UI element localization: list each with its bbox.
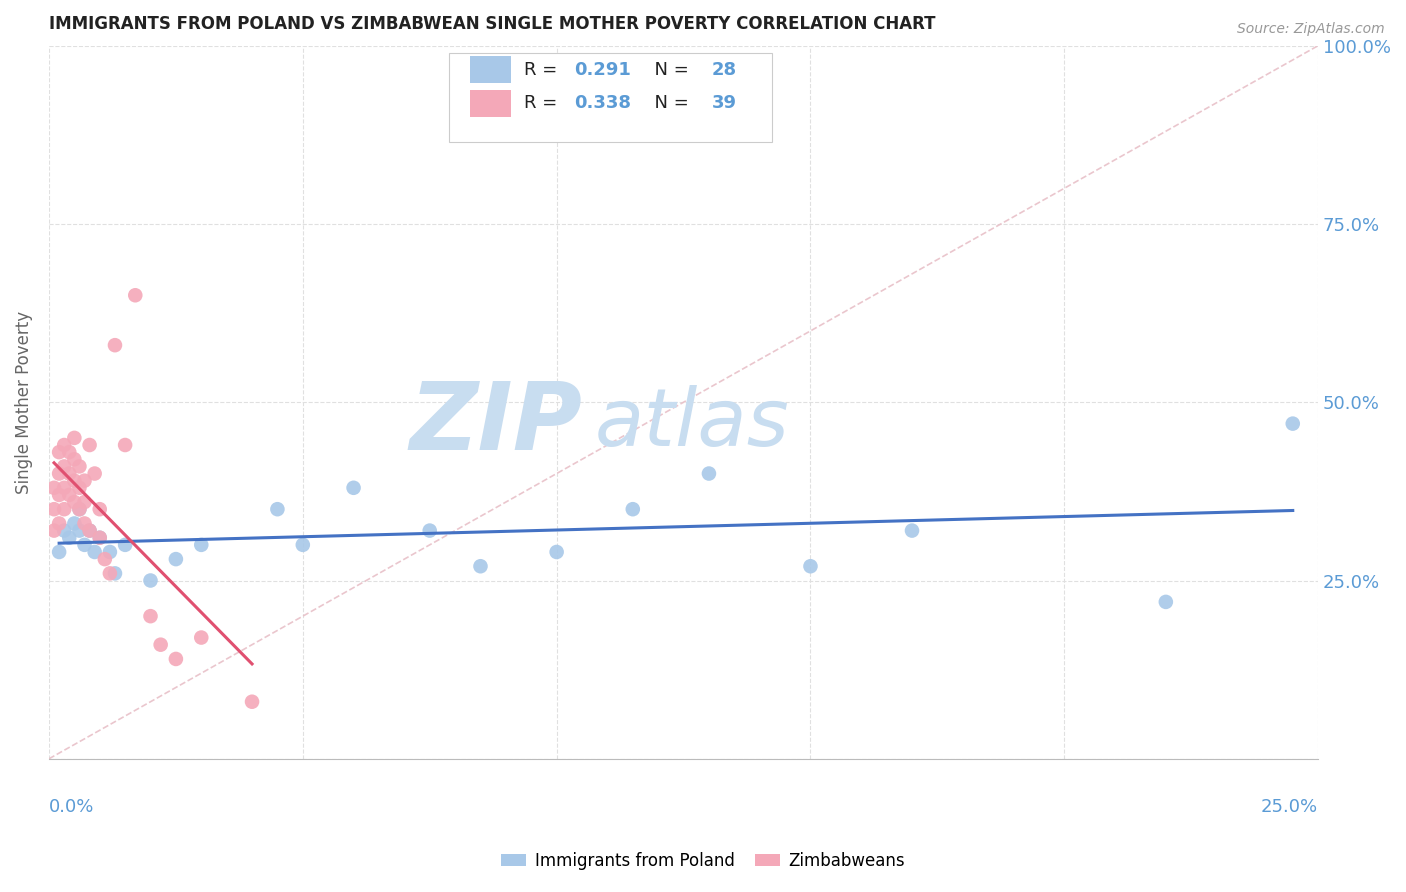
Point [266, 502, 288, 516]
Point [104, 338, 127, 352]
Point [89, 502, 111, 516]
Point [83, 545, 105, 559]
Text: N =: N = [643, 95, 695, 112]
Y-axis label: Single Mother Poverty: Single Mother Poverty [15, 310, 32, 494]
Text: IMMIGRANTS FROM POLAND VS ZIMBABWEAN SINGLE MOTHER POVERTY CORRELATION CHART: IMMIGRANTS FROM POLAND VS ZIMBABWEAN SIN… [49, 15, 935, 33]
Point [63, 431, 86, 445]
Point [73, 495, 96, 509]
Point [48, 445, 70, 459]
Point [89, 531, 111, 545]
Point [53, 524, 76, 538]
Point [73, 474, 96, 488]
Point [58, 467, 80, 481]
Text: 28: 28 [711, 61, 737, 78]
Point [546, 545, 568, 559]
Point [190, 631, 212, 645]
Point [799, 559, 821, 574]
Point [1281, 417, 1303, 431]
Point [139, 609, 162, 624]
Point [67, 481, 90, 495]
Point [42, 502, 65, 516]
Text: 0.0%: 0.0% [49, 798, 94, 816]
Text: 0.291: 0.291 [575, 61, 631, 78]
Point [53, 459, 76, 474]
Point [419, 524, 441, 538]
Point [67, 524, 90, 538]
FancyBboxPatch shape [471, 56, 510, 84]
Point [901, 524, 924, 538]
Point [63, 495, 86, 509]
Point [53, 438, 76, 452]
Point [165, 552, 187, 566]
Point [94, 552, 117, 566]
Point [73, 516, 96, 531]
Point [48, 467, 70, 481]
Point [48, 516, 70, 531]
Point [697, 467, 720, 481]
Point [73, 538, 96, 552]
Point [58, 445, 80, 459]
Point [104, 566, 127, 581]
Point [67, 502, 90, 516]
Point [67, 459, 90, 474]
Text: 39: 39 [711, 95, 737, 112]
Text: 25.0%: 25.0% [1261, 798, 1319, 816]
Point [48, 545, 70, 559]
Text: Source: ZipAtlas.com: Source: ZipAtlas.com [1237, 22, 1385, 37]
Point [124, 288, 146, 302]
Point [114, 538, 136, 552]
Point [470, 559, 492, 574]
Point [63, 474, 86, 488]
Point [58, 488, 80, 502]
Point [98, 566, 121, 581]
Point [53, 502, 76, 516]
Point [42, 481, 65, 495]
Text: R =: R = [523, 95, 562, 112]
Point [79, 438, 101, 452]
Text: atlas: atlas [595, 384, 789, 463]
Point [342, 481, 364, 495]
Point [63, 452, 86, 467]
Point [79, 524, 101, 538]
Point [114, 438, 136, 452]
Point [89, 531, 111, 545]
Point [1154, 595, 1177, 609]
Point [149, 638, 172, 652]
Point [58, 531, 80, 545]
FancyBboxPatch shape [449, 53, 772, 142]
Point [42, 524, 65, 538]
Point [165, 652, 187, 666]
Point [240, 695, 263, 709]
Point [291, 538, 314, 552]
Point [139, 574, 162, 588]
Legend: Immigrants from Poland, Zimbabweans: Immigrants from Poland, Zimbabweans [495, 846, 911, 877]
Point [53, 481, 76, 495]
Point [67, 502, 90, 516]
FancyBboxPatch shape [471, 90, 510, 117]
Point [98, 545, 121, 559]
Text: ZIP: ZIP [409, 377, 582, 469]
Point [79, 524, 101, 538]
Text: N =: N = [643, 61, 695, 78]
Text: 0.338: 0.338 [575, 95, 631, 112]
Point [83, 467, 105, 481]
Point [190, 538, 212, 552]
Text: R =: R = [523, 61, 562, 78]
Point [63, 516, 86, 531]
Point [48, 488, 70, 502]
Point [621, 502, 644, 516]
